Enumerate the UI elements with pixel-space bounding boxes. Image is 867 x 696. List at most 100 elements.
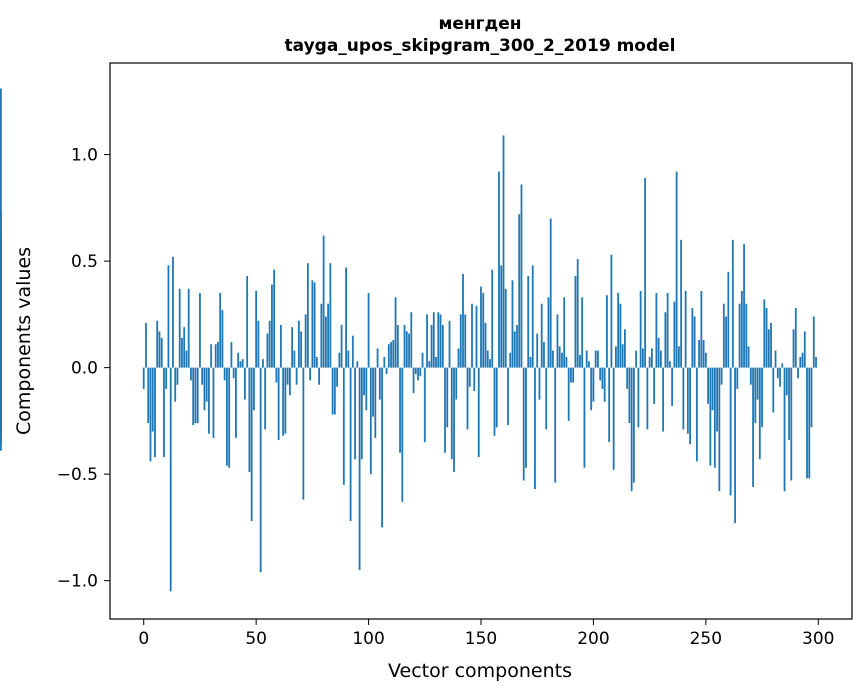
bar-component-24 bbox=[196, 367, 199, 424]
bar-component-141 bbox=[459, 314, 462, 368]
bar-component-263 bbox=[734, 367, 736, 524]
bar-component-undefined bbox=[0, 88, 2, 368]
bar-component-105 bbox=[378, 367, 381, 400]
bar-component-193 bbox=[576, 258, 579, 368]
bar-component-4 bbox=[151, 367, 154, 432]
bar-component-279 bbox=[770, 322, 772, 368]
bar-component-94 bbox=[354, 367, 356, 460]
bar-component-218 bbox=[633, 367, 635, 483]
bar-component-45 bbox=[244, 367, 246, 400]
bar-component-120 bbox=[412, 367, 415, 394]
bar-component-64 bbox=[286, 367, 289, 385]
bar-component-16 bbox=[178, 288, 181, 368]
bar-component-252 bbox=[709, 367, 712, 466]
bar-component-137 bbox=[450, 367, 453, 460]
bar-component-233 bbox=[666, 293, 669, 368]
bar-component-264 bbox=[736, 367, 739, 389]
bar-component-147 bbox=[473, 367, 476, 392]
bar-component-26 bbox=[201, 367, 204, 385]
bar-component-100 bbox=[367, 293, 370, 368]
bar-component-205 bbox=[603, 367, 606, 402]
bar-component-272 bbox=[754, 367, 757, 424]
bar-component-268 bbox=[745, 303, 748, 368]
bar-component-221 bbox=[639, 290, 642, 368]
bar-component-296 bbox=[808, 367, 811, 479]
bar-component-212 bbox=[619, 303, 622, 368]
bar-component-40 bbox=[232, 367, 235, 379]
bar-component-6 bbox=[156, 320, 159, 368]
bar-component-176 bbox=[538, 367, 541, 400]
bar-component-14 bbox=[174, 367, 177, 402]
bar-component-174 bbox=[534, 367, 536, 490]
bar-component-171 bbox=[527, 276, 530, 368]
bar-component-18 bbox=[183, 327, 186, 368]
bar-component-48 bbox=[250, 367, 253, 522]
bar-component-29 bbox=[208, 367, 210, 434]
bar-component-168 bbox=[520, 184, 523, 368]
bar-component-202 bbox=[597, 350, 599, 368]
bar-component-276 bbox=[763, 299, 766, 368]
bar-component-195 bbox=[581, 297, 584, 368]
bar-component-223 bbox=[644, 178, 647, 368]
bar-component-270 bbox=[749, 367, 752, 385]
bar-component-35 bbox=[221, 310, 224, 368]
x-axis-ticks: 0 50 100 150 200 250 300 bbox=[138, 619, 834, 649]
bar-component-277 bbox=[765, 307, 768, 368]
bar-component-189 bbox=[567, 367, 570, 421]
bar-component-128 bbox=[430, 325, 433, 368]
bar-component-115 bbox=[401, 367, 404, 502]
bar-component-225 bbox=[648, 356, 651, 368]
bar-component-259 bbox=[725, 316, 727, 368]
bar-component-132 bbox=[439, 314, 442, 368]
bar-component-82 bbox=[327, 303, 329, 368]
bar-component-282 bbox=[776, 367, 779, 379]
bar-component-117 bbox=[405, 331, 408, 368]
bar-component-198 bbox=[588, 361, 590, 368]
bar-component-12 bbox=[169, 367, 172, 592]
bar-component-undefined bbox=[0, 367, 2, 438]
bar-component-95 bbox=[356, 361, 359, 368]
bar-component-15 bbox=[176, 367, 179, 385]
bar-component-133 bbox=[441, 325, 444, 368]
bar-component-149 bbox=[477, 367, 480, 458]
bar-component-269 bbox=[747, 346, 750, 368]
bar-component-78 bbox=[318, 367, 321, 385]
bar-component-172 bbox=[529, 356, 532, 368]
bar-component-50 bbox=[255, 290, 258, 368]
bar-component-107 bbox=[383, 356, 386, 368]
bar-component-232 bbox=[664, 312, 667, 368]
bar-component-110 bbox=[390, 342, 392, 368]
bar-component-191 bbox=[572, 367, 575, 383]
bar-component-158 bbox=[498, 171, 500, 368]
bar-component-241 bbox=[684, 290, 687, 368]
bar-component-162 bbox=[507, 367, 509, 426]
x-tick-label: 250 bbox=[690, 629, 722, 649]
bar-component-84 bbox=[331, 367, 334, 415]
bar-component-67 bbox=[293, 350, 296, 368]
bar-component-153 bbox=[486, 350, 489, 368]
bar-component-229 bbox=[657, 337, 660, 368]
bar-component-254 bbox=[713, 367, 716, 468]
bar-component-131 bbox=[437, 312, 440, 368]
bar-component-104 bbox=[376, 348, 379, 368]
bar-component-92 bbox=[349, 367, 352, 522]
bar-component-156 bbox=[493, 367, 496, 436]
bar-component-285 bbox=[783, 367, 786, 492]
bar-component-74 bbox=[309, 367, 312, 381]
bar-component-71 bbox=[302, 367, 305, 500]
bar-component-72 bbox=[304, 314, 307, 368]
bar-component-239 bbox=[680, 239, 683, 368]
bar-component-251 bbox=[707, 367, 709, 404]
bar-component-68 bbox=[295, 367, 298, 385]
x-tick-label: 100 bbox=[352, 629, 384, 649]
bar-component-250 bbox=[704, 352, 707, 368]
bar-component-298 bbox=[812, 316, 815, 368]
bar-component-275 bbox=[761, 367, 763, 428]
bar-component-165 bbox=[513, 331, 516, 368]
bar-component-178 bbox=[543, 342, 545, 368]
bar-component-273 bbox=[756, 367, 759, 400]
bar-component-181 bbox=[549, 218, 552, 368]
bar-component-192 bbox=[574, 276, 577, 368]
bar-component-81 bbox=[324, 316, 327, 368]
bar-component-188 bbox=[565, 356, 568, 368]
